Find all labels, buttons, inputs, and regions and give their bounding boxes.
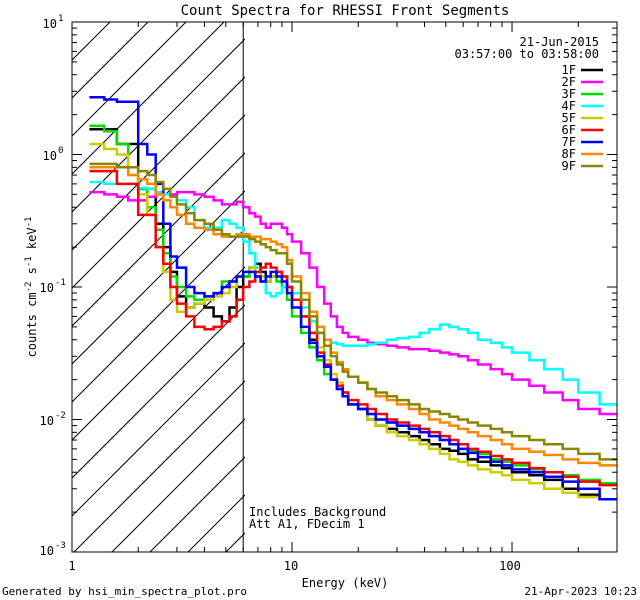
y-tick-base: 10 (40, 281, 54, 295)
hatch-line (149, 456, 245, 552)
y-tick-exp: -2 (55, 411, 66, 421)
chart-title: Count Spectra for RHESSI Front Segments (181, 3, 510, 19)
hatch-line (72, 342, 245, 517)
y-tick-label-1e-1: 10 -1 (40, 278, 66, 295)
y-label-mid: s (25, 267, 39, 281)
footer-timestamp: 21-Apr-2023 10:23 (524, 585, 637, 598)
hatch-line (73, 380, 245, 552)
y-axis-label: counts cm-2 s-1 keV-1 (24, 217, 39, 358)
y-label-post: keV (25, 227, 39, 256)
y-tick-exp: -3 (55, 541, 66, 551)
hatch-line (72, 22, 225, 175)
legend-label-8F: 8F (562, 147, 576, 161)
legend-label-3F: 3F (562, 87, 576, 101)
footer-generator: Generated by hsi_min_spectra_plot.pro (2, 585, 247, 598)
legend-label-1F: 1F (562, 63, 576, 77)
y-tick-exp: 1 (58, 14, 63, 24)
axis-ticks (71, 21, 618, 553)
legend-label-6F: 6F (562, 123, 576, 137)
y-label-sup1: -2 (24, 282, 34, 293)
hatch-line (72, 304, 245, 479)
hatch-line (72, 152, 245, 327)
series-line-8F (89, 166, 617, 467)
legend-label-7F: 7F (562, 135, 576, 149)
y-tick-label-1e1: 10 1 (43, 14, 64, 31)
hatch-line (72, 38, 245, 213)
x-tick-label-1: 1 (68, 559, 75, 573)
hatch-line (111, 418, 245, 552)
y-tick-exp: 0 (58, 146, 63, 156)
y-tick-base: 10 (40, 544, 54, 558)
series-line-7F (89, 96, 617, 501)
x-axis-label: Energy (keV) (302, 576, 389, 590)
hatch-line (72, 22, 187, 137)
y-tick-label-1e-3: 10 -3 (40, 541, 66, 558)
legend-label-4F: 4F (562, 99, 576, 113)
y-tick-exp: -1 (55, 278, 66, 288)
annotation-background: Includes Background (249, 505, 386, 519)
y-label-sup3: -1 (24, 217, 34, 228)
y-tick-label-1e-2: 10 -2 (40, 411, 66, 428)
y-tick-base: 10 (43, 149, 57, 163)
legend-label-5F: 5F (562, 111, 576, 125)
y-tick-base: 10 (40, 414, 54, 428)
date-label: 21-Jun-2015 (520, 35, 599, 49)
legend-label-9F: 9F (562, 159, 576, 173)
x-tick-label-10: 10 (284, 559, 298, 573)
series-layer (89, 96, 617, 501)
x-tick-label-100: 100 (499, 559, 521, 573)
hatch-line (72, 190, 245, 365)
y-label-sup2: -1 (24, 256, 34, 267)
legend-label-2F: 2F (562, 75, 576, 89)
series-line-9F (89, 162, 617, 461)
y-tick-base: 10 (43, 17, 57, 31)
y-tick-label-1e0: 10 0 (43, 146, 64, 163)
series-line-2F (89, 190, 617, 416)
annotation-attenuator: Att A1, FDecim 1 (249, 517, 365, 531)
hatch-line (72, 76, 245, 251)
time-range-label: 03:57:00 to 03:58:00 (455, 47, 600, 61)
y-label-pre: counts cm (25, 292, 39, 357)
